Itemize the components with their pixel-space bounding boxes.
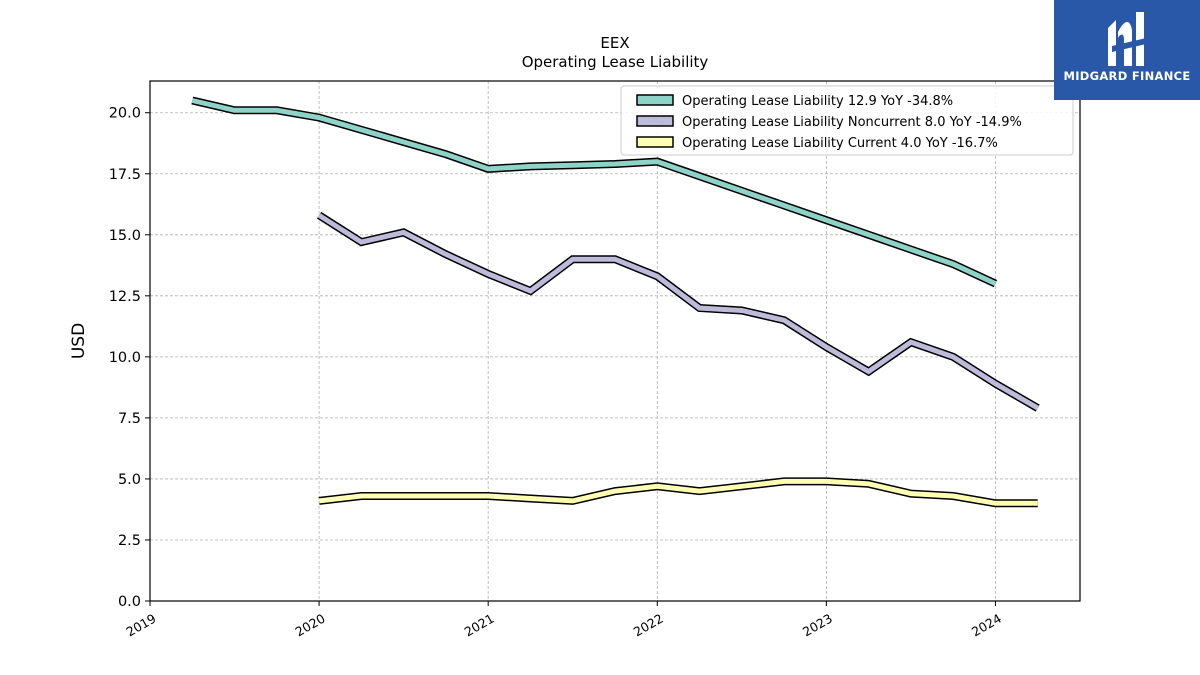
y-axis-label: USD: [69, 323, 89, 359]
legend-box: [620, 85, 1074, 156]
y-tick-label: 20.0: [109, 106, 141, 122]
legend-swatch: [636, 136, 674, 148]
chart-subtitle: Operating Lease Liability: [522, 53, 709, 71]
logo-text: MIDGARD FINANCE: [1063, 69, 1191, 83]
y-tick-label: 12.5: [109, 289, 141, 305]
legend-label: Operating Lease Liability Current 4.0 Yo…: [682, 136, 998, 151]
chart-title: EEX: [600, 34, 629, 52]
y-tick-label: 7.5: [118, 411, 141, 427]
series-layer: [191, 96, 1040, 508]
x-tick-label: 2019: [123, 611, 158, 640]
legend-swatch: [636, 94, 674, 106]
y-tick-label: 5.0: [118, 472, 141, 488]
x-tick-label: 2022: [631, 611, 666, 640]
legend-label: Operating Lease Liability Noncurrent 8.0…: [682, 115, 1022, 130]
series-line: [191, 98, 997, 286]
x-tick-label: 2021: [462, 611, 497, 640]
legend-swatch: [636, 115, 674, 127]
series-line: [317, 213, 1039, 411]
x-tick-label: 2020: [293, 611, 328, 640]
plot-frame: [149, 80, 1081, 602]
legend: Operating Lease Liability 12.9 YoY -34.8…: [620, 85, 1074, 156]
grid: [149, 81, 1080, 602]
y-tick-label: 17.5: [109, 167, 141, 183]
y-tick-label: 10.0: [109, 350, 141, 366]
midgard-logo-icon: [1108, 12, 1146, 66]
y-tick-label: 2.5: [118, 533, 141, 549]
midgard-finance-logo: MIDGARD FINANCE: [1054, 0, 1200, 100]
y-tick-label: 15.0: [109, 228, 141, 244]
legend-label: Operating Lease Liability 12.9 YoY -34.8…: [682, 94, 953, 109]
y-tick-label: 0.0: [118, 594, 141, 610]
x-tick-label: 2024: [969, 611, 1004, 640]
series-line: [318, 478, 1038, 506]
x-tick-label: 2023: [800, 611, 835, 640]
